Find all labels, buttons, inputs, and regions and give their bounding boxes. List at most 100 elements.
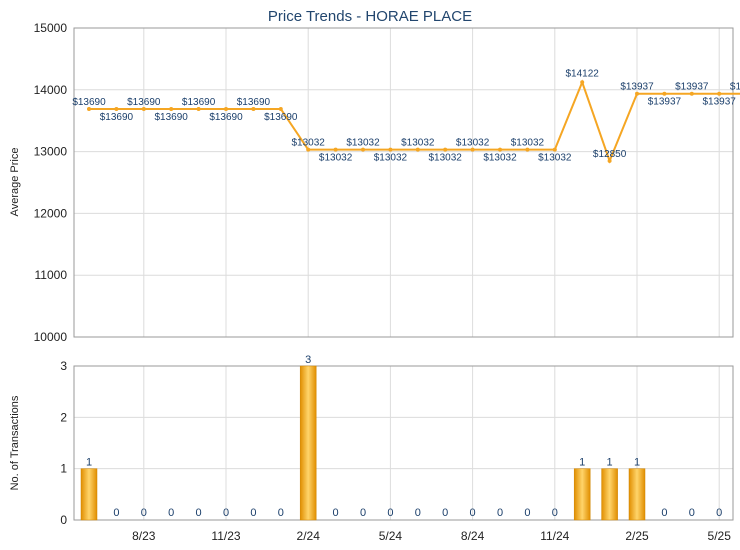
price-point	[552, 147, 557, 152]
transaction-bar-label: 0	[497, 507, 503, 519]
price-point-label: $13937	[620, 82, 654, 93]
transaction-bar	[299, 365, 317, 521]
price-series-line	[89, 79, 740, 164]
transaction-bar-label: 0	[470, 507, 476, 519]
price-point-label: $13690	[72, 97, 106, 108]
transaction-bar-label: 0	[113, 507, 119, 519]
x-tick-label: 11/24	[540, 529, 569, 543]
tx-y-tick-label: 1	[60, 462, 67, 476]
transaction-bar	[628, 468, 646, 521]
transaction-bar-label: 1	[634, 457, 640, 469]
x-tick-label: 5/24	[379, 529, 403, 543]
price-point-label: $13937	[648, 97, 682, 108]
price-point-label: $13690	[155, 112, 189, 123]
price-point-label: $13690	[127, 97, 161, 108]
transaction-bar-label: 0	[415, 507, 421, 519]
price-point	[388, 147, 393, 152]
price-point	[689, 91, 694, 96]
x-tick-label: 11/23	[211, 529, 240, 543]
price-point	[635, 91, 639, 96]
transaction-bar-label: 0	[716, 507, 722, 519]
transaction-bar-label: 0	[168, 507, 174, 519]
price-point	[498, 147, 502, 152]
tx-y-tick-label: 3	[60, 359, 67, 373]
price-point-label: $13032	[456, 138, 490, 149]
price-y-tick-label: 10000	[34, 330, 68, 344]
transaction-bar-label: 0	[689, 507, 695, 519]
price-point	[306, 147, 311, 152]
price-panel: 10000 11000 12000 13000 14000 15000 $13690 $136…	[34, 21, 740, 344]
price-point-label: $13032	[429, 153, 463, 164]
price-point-label: $13937	[703, 97, 737, 108]
price-point-label: $13690	[209, 112, 243, 123]
transaction-bar-label: 0	[333, 507, 339, 519]
x-tick-label: 2/24	[297, 529, 321, 543]
transaction-bar-label: 0	[250, 507, 256, 519]
price-point-label: $13032	[292, 138, 326, 149]
price-point	[169, 106, 174, 111]
price-point	[87, 106, 91, 111]
transaction-bar-label: 0	[360, 507, 366, 519]
price-point	[114, 106, 119, 111]
tx-y-tick-label: 0	[60, 513, 67, 527]
x-tick-label: 8/24	[461, 529, 485, 543]
x-tick-label: 5/25	[708, 529, 732, 543]
chart-title: Price Trends - HORAE PLACE	[268, 8, 472, 25]
transactions-y-axis-title: No. of Transactions	[9, 395, 21, 490]
price-point-label: $13690	[182, 97, 216, 108]
price-point-label: $13032	[401, 138, 435, 149]
transaction-bar-label: 0	[141, 507, 147, 519]
price-point-label: $13690	[100, 112, 134, 123]
price-y-tick-label: 13000	[34, 145, 68, 159]
transaction-bar	[601, 468, 618, 521]
price-point	[333, 147, 338, 152]
price-point-label: $14122	[566, 68, 600, 79]
price-point	[278, 106, 283, 111]
price-point-label: $13032	[511, 138, 545, 149]
price-point-label: $13032	[538, 153, 572, 164]
tx-y-tick-label: 2	[60, 410, 67, 424]
price-point	[717, 91, 722, 96]
transaction-bar-label: 0	[278, 507, 284, 519]
price-point	[443, 147, 448, 152]
price-y-axis-title: Average Price	[9, 148, 21, 217]
tx-plot-frame	[73, 365, 734, 521]
transaction-bar-label: 0	[196, 507, 202, 519]
price-point	[470, 147, 475, 152]
transactions-panel: 0123100000003000000000111000008/2311/232…	[60, 354, 734, 543]
price-point	[415, 147, 420, 152]
transaction-bar	[573, 468, 591, 521]
price-point-label: $13937	[730, 82, 740, 93]
price-point	[525, 147, 530, 152]
price-y-tick-label: 12000	[34, 206, 68, 220]
price-point	[196, 106, 201, 111]
price-point	[580, 80, 585, 85]
price-point-label: $13032	[346, 138, 380, 149]
price-point-label: $13032	[319, 153, 353, 164]
price-point	[251, 106, 256, 111]
transaction-bar-label: 0	[552, 507, 558, 519]
transaction-bar-label: 0	[442, 507, 448, 519]
price-point	[141, 106, 146, 111]
price-point-label: $13032	[374, 153, 408, 164]
price-y-tick-label: 14000	[34, 83, 68, 97]
transaction-bar-label: 0	[661, 507, 667, 519]
price-point	[607, 158, 612, 163]
price-point-label: $12850	[593, 149, 627, 160]
transaction-bar-label: 0	[524, 507, 530, 519]
transaction-bar-label: 1	[579, 457, 585, 469]
price-point	[361, 147, 365, 152]
x-tick-label: 8/23	[132, 529, 156, 543]
price-point-label: $13937	[675, 82, 709, 93]
price-point	[224, 106, 228, 111]
transaction-bar-label: 3	[305, 354, 311, 366]
transaction-bar-label: 0	[387, 507, 393, 519]
price-point-label: $13032	[483, 153, 517, 164]
price-plot-frame	[73, 27, 734, 338]
price-point	[662, 91, 667, 96]
transaction-bar-label: 1	[607, 457, 613, 469]
transaction-bar	[80, 468, 98, 521]
price-y-tick-label: 15000	[34, 21, 68, 35]
transaction-bar-label: 0	[223, 507, 229, 519]
transaction-bar-label: 1	[86, 457, 92, 469]
